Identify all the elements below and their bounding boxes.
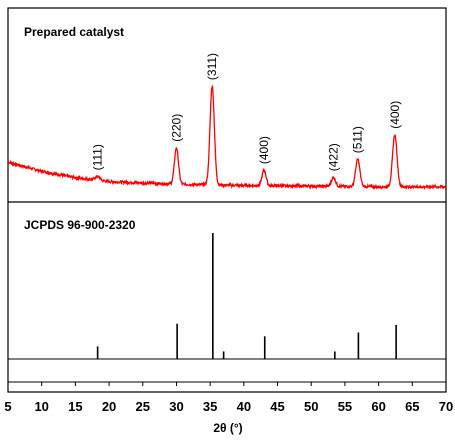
chart-frame — [7, 7, 447, 393]
x-tick-label-35: 35 — [203, 399, 217, 414]
x-tick-label-50: 50 — [304, 399, 318, 414]
x-tick-label-65: 65 — [405, 399, 419, 414]
x-tick-label-55: 55 — [338, 399, 352, 414]
prepared-catalyst-pattern — [7, 84, 447, 191]
x-tick-label-70: 70 — [439, 399, 453, 414]
peak-label-4: (422) — [326, 143, 340, 171]
prepared-catalyst-title: Prepared catalyst — [24, 25, 124, 39]
x-axis: 5 10 15 20 25 30 35 40 45 50 55 60 65 70 — [4, 382, 453, 414]
peak-label-0: (111) — [91, 144, 105, 170]
plot-border — [7, 7, 447, 393]
x-tick-label-30: 30 — [169, 399, 183, 414]
peak-label-1: (220) — [169, 114, 183, 142]
x-tick-label-25: 25 — [136, 399, 150, 414]
x-tick-label-15: 15 — [68, 399, 82, 414]
reference-pattern-title: JCPDS 96-900-2320 — [24, 218, 136, 232]
peak-label-6: (400) — [388, 101, 402, 129]
peak-label-5: (511) — [351, 126, 365, 153]
peak-label-2: (311) — [205, 53, 219, 80]
x-axis-title: 2θ (°) — [213, 421, 242, 435]
x-tick-label-20: 20 — [102, 399, 116, 414]
x-tick-label-60: 60 — [371, 399, 385, 414]
x-tick-label-10: 10 — [34, 399, 48, 414]
x-tick-label-45: 45 — [270, 399, 284, 414]
prepared-catalyst-panel: Prepared catalyst (111) (220) (311) (400) (4… — [7, 25, 447, 191]
x-tick-label-40: 40 — [237, 399, 251, 414]
x-tick-label-5: 5 — [4, 399, 11, 414]
reference-pattern-panel: JCPDS 96-900-2320 — [8, 218, 446, 360]
peak-label-3: (400) — [257, 136, 271, 164]
